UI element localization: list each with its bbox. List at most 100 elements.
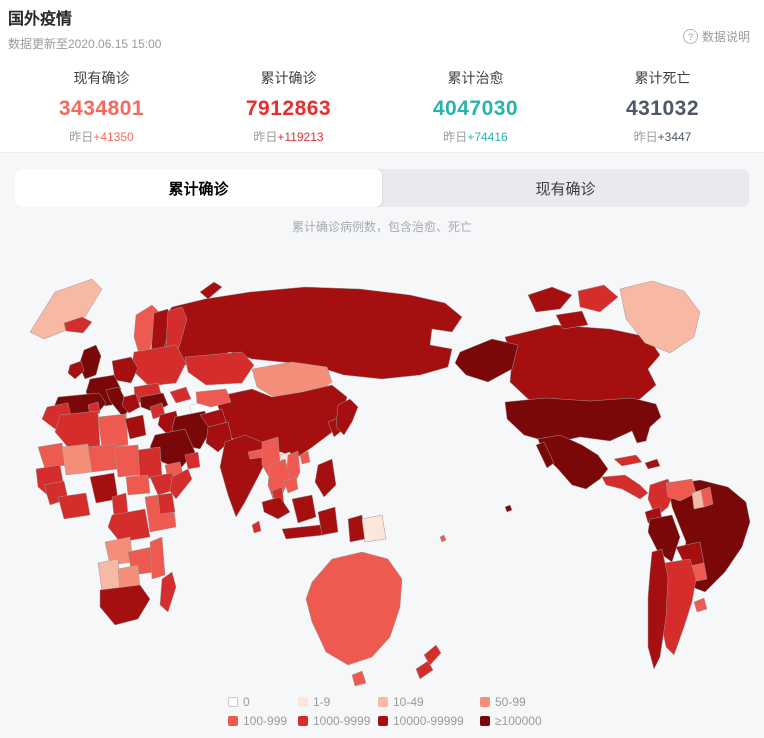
region-uruguay[interactable] bbox=[693, 597, 708, 613]
region-venezuela[interactable] bbox=[665, 478, 697, 502]
legend-swatch-icon bbox=[378, 696, 388, 707]
region-suriname[interactable] bbox=[700, 486, 714, 508]
region-philippines[interactable] bbox=[314, 458, 337, 498]
region-kenya[interactable] bbox=[157, 492, 176, 515]
stat-value: 4047030 bbox=[432, 97, 519, 120]
region-baja-california[interactable] bbox=[535, 441, 555, 469]
region-united-states[interactable] bbox=[504, 397, 662, 444]
region-cambodia[interactable] bbox=[283, 476, 299, 494]
data-notes-label: 数据说明 bbox=[701, 30, 750, 44]
region-central-african-republic[interactable] bbox=[125, 474, 151, 496]
legend-label: 100-999 bbox=[243, 713, 288, 728]
legend-swatch-icon bbox=[228, 696, 238, 707]
region-japan[interactable] bbox=[335, 398, 359, 436]
region-somalia[interactable] bbox=[169, 468, 193, 500]
legend-swatch-icon bbox=[228, 715, 238, 726]
region-madagascar[interactable] bbox=[159, 571, 177, 613]
region-caucasus[interactable] bbox=[169, 386, 192, 404]
region-greece[interactable] bbox=[121, 393, 141, 414]
region-novaya-zemlya[interactable] bbox=[199, 281, 223, 300]
region-fiji[interactable] bbox=[439, 534, 447, 543]
region-sudan[interactable] bbox=[137, 446, 163, 480]
legend-label: 50-99 bbox=[495, 694, 526, 709]
region-ghana[interactable] bbox=[57, 492, 91, 520]
region-sumatra[interactable] bbox=[261, 496, 291, 520]
map-subtitle: 累计确诊病例数，包含治愈、死亡 bbox=[291, 220, 472, 234]
legend-swatch-icon bbox=[480, 696, 490, 707]
legend-item: 1-9 bbox=[298, 694, 378, 709]
stat-total-deaths: 累计死亡 431032 昨日+3447 bbox=[569, 68, 756, 145]
region-mozambique[interactable] bbox=[149, 536, 166, 580]
region-south-africa[interactable] bbox=[99, 584, 151, 626]
legend-swatch-icon bbox=[378, 715, 388, 726]
region-new-zealand-south[interactable] bbox=[415, 660, 434, 680]
legend-item: 50-99 bbox=[480, 694, 576, 709]
region-java[interactable] bbox=[281, 524, 325, 540]
region-mali[interactable] bbox=[61, 443, 93, 476]
region-sri-lanka[interactable] bbox=[251, 520, 262, 534]
region-mexico[interactable] bbox=[537, 434, 609, 490]
region-taiwan[interactable] bbox=[299, 450, 311, 465]
region-namibia[interactable] bbox=[97, 558, 121, 593]
region-australia[interactable] bbox=[305, 551, 403, 666]
tab-total-confirmed[interactable]: 累计确诊 bbox=[15, 169, 382, 207]
stat-delta: 昨日+74416 bbox=[443, 130, 508, 144]
region-iceland[interactable] bbox=[63, 316, 93, 334]
region-arctic-islands-3[interactable] bbox=[555, 310, 589, 330]
region-libya[interactable] bbox=[97, 413, 129, 450]
tab-existing-confirmed[interactable]: 现有确诊 bbox=[535, 180, 596, 198]
region-alaska[interactable] bbox=[454, 338, 519, 383]
legend-item: ≥100000 bbox=[480, 713, 576, 728]
region-ireland[interactable] bbox=[67, 360, 85, 380]
stat-value: 431032 bbox=[625, 97, 700, 120]
data-notes-button[interactable]: ? 数据说明 bbox=[682, 28, 750, 45]
region-italy[interactable] bbox=[105, 386, 131, 418]
map-section: 累计确诊 现有确诊 累计确诊病例数，包含治愈、死亡 bbox=[0, 152, 764, 738]
region-greenland[interactable] bbox=[619, 280, 701, 354]
legend-label: 0 bbox=[243, 694, 250, 709]
stat-total-confirmed: 累计确诊 7912863 昨日+119213 bbox=[195, 68, 382, 145]
region-central-america[interactable] bbox=[601, 474, 649, 500]
legend-swatch-icon bbox=[298, 715, 308, 726]
region-papua-new-guinea[interactable] bbox=[361, 514, 387, 543]
stat-delta: 昨日+119213 bbox=[253, 130, 324, 144]
region-kazakhstan[interactable] bbox=[184, 351, 255, 386]
region-sulawesi[interactable] bbox=[317, 506, 339, 536]
region-india[interactable] bbox=[219, 434, 269, 518]
map-legend: 0 1-9 10-49 50-99 100-999 1000-9999 10000-9999… bbox=[228, 694, 576, 728]
region-borneo[interactable] bbox=[291, 494, 317, 524]
stat-total-cured: 累计治愈 4047030 昨日+74416 bbox=[382, 68, 569, 145]
legend-item: 10000-99999 bbox=[378, 713, 480, 728]
region-chile[interactable] bbox=[647, 548, 669, 670]
map-tabs: 累计确诊 现有确诊 bbox=[15, 169, 749, 207]
region-egypt[interactable] bbox=[124, 414, 147, 440]
region-tasmania[interactable] bbox=[351, 670, 367, 687]
region-finland[interactable] bbox=[165, 306, 188, 352]
stat-delta: 昨日+3447 bbox=[633, 130, 692, 144]
region-niger[interactable] bbox=[87, 443, 119, 473]
region-uzbekistan[interactable] bbox=[195, 388, 232, 408]
region-hispaniola[interactable] bbox=[644, 458, 661, 470]
region-sweden[interactable] bbox=[150, 308, 173, 360]
stat-label: 现有确诊 bbox=[73, 70, 130, 86]
legend-label: 10-49 bbox=[393, 694, 424, 709]
region-wrap-greenland[interactable] bbox=[29, 278, 103, 340]
legend-item: 1000-9999 bbox=[298, 713, 378, 728]
stat-delta: 昨日+41350 bbox=[69, 130, 134, 144]
region-oman[interactable] bbox=[184, 451, 201, 470]
region-dr-congo[interactable] bbox=[107, 508, 151, 543]
region-cuba[interactable] bbox=[613, 454, 643, 467]
region-arctic-islands-1[interactable] bbox=[527, 286, 573, 313]
region-hawaii[interactable] bbox=[504, 504, 513, 513]
region-eastern-europe[interactable] bbox=[130, 344, 187, 387]
legend-swatch-icon bbox=[480, 715, 490, 726]
region-arctic-islands-2[interactable] bbox=[577, 284, 619, 313]
region-canada[interactable] bbox=[504, 324, 661, 408]
region-uk[interactable] bbox=[78, 344, 102, 380]
stat-label: 累计治愈 bbox=[447, 70, 504, 86]
region-chad[interactable] bbox=[114, 444, 141, 478]
world-choropleth-map[interactable] bbox=[0, 237, 764, 692]
stat-label: 累计确诊 bbox=[260, 70, 317, 86]
stats-row: 现有确诊 3434801 昨日+41350 累计确诊 7912863 昨日+11… bbox=[8, 68, 756, 145]
legend-item: 100-999 bbox=[228, 713, 298, 728]
